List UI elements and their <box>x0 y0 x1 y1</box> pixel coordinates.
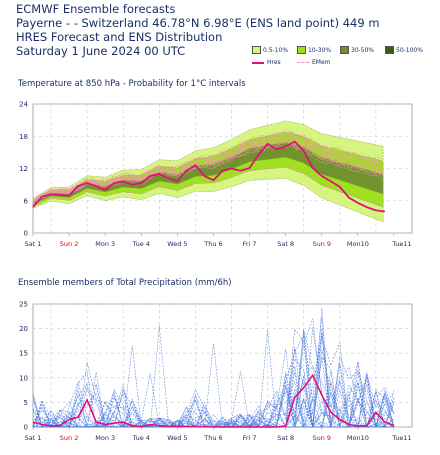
precip-member-line <box>33 334 395 428</box>
ensemble-member-line <box>32 131 384 203</box>
temp-xtick-label: Mon10 <box>347 240 369 246</box>
precip-member-line <box>32 345 395 429</box>
precip-chart-title: Ensemble members of Total Precipitation … <box>18 278 232 288</box>
header-location: Payerne - - Switzerland 46.78°N 6.98°E (… <box>16 16 380 30</box>
precip-xtick-label: Sun 9 <box>312 434 331 442</box>
legend-label-3: 30-50% <box>351 47 375 54</box>
temp-xtick-label: Sat 8 <box>277 240 294 246</box>
ensemble-member-line <box>32 140 384 205</box>
header-title: ECMWF Ensemble forecasts <box>16 2 176 16</box>
legend-swatch-4 <box>385 46 394 54</box>
temp-xtick-label: Wed 5 <box>167 240 187 246</box>
temp-ytick-label: 0 <box>24 230 28 238</box>
temp-xtick-label: Mon 3 <box>95 240 115 246</box>
legend-emem-line <box>297 62 309 63</box>
hres-precip-line <box>32 373 395 428</box>
legend-swatch-2 <box>297 46 306 54</box>
temp-xtick-label: Sun 9 <box>312 240 331 246</box>
legend-label-2: 10-30% <box>308 47 332 54</box>
precipitation-chart: 0 5 10 15 20 25 Sat 1 Sun 2 Mon 3 Tue 4 Wed 5 Thu 6… <box>19 301 413 442</box>
precip-xtick-label: Fri 7 <box>243 434 257 442</box>
legend-label-4: 50-100% <box>396 47 423 54</box>
header-date: Saturday 1 June 2024 00 UTC <box>16 44 186 58</box>
legend-hres-line <box>252 62 264 64</box>
precip-xtick-label: Thu 6 <box>203 434 222 442</box>
temp-ytick-label: 24 <box>19 101 28 109</box>
chart-header: ECMWF Ensemble forecasts Payerne - - Swi… <box>16 2 380 58</box>
legend-swatch-3 <box>340 46 349 54</box>
temp-ytick-label: 6 <box>24 197 29 205</box>
ensemble-member-line <box>32 141 384 204</box>
prob-band-30-50 <box>32 141 384 206</box>
precip-xtick-label: Sun 2 <box>60 434 79 442</box>
precip-ytick-label: 15 <box>19 350 28 358</box>
temp-ytick-label: 18 <box>19 133 28 141</box>
legend-emem-label: EMem <box>312 59 331 66</box>
precip-ytick-label: 25 <box>19 301 28 309</box>
precip-xtick-label: Tue11 <box>391 434 411 442</box>
ensemble-member-line <box>32 134 384 203</box>
precip-xtick-label: Mon 3 <box>95 434 115 442</box>
temp-xtick-label: Thu 6 <box>203 240 222 246</box>
legend: 0.5-10% 10-30% 30-50% 50-100% Hres EMem <box>252 44 438 74</box>
precip-ytick-label: 5 <box>24 399 28 407</box>
header-product: HRES Forecast and ENS Distribution <box>16 30 223 44</box>
precip-xtick-label: Mon10 <box>347 434 369 442</box>
precip-ytick-label: 0 <box>24 424 28 432</box>
temp-xtick-label: Tue11 <box>391 240 411 246</box>
precip-xtick-label: Sat 8 <box>277 434 294 442</box>
ensemble-member-line <box>32 141 384 202</box>
legend-hres-label: Hres <box>267 59 281 66</box>
temp-xtick-label: Fri 7 <box>243 240 257 246</box>
precip-member-line <box>32 373 395 428</box>
temperature-chart: 0 6 12 18 24 Sat 1 Sun 2 Mon 3 Tue 4 Wed 5 Thu 6 Fr… <box>19 101 413 246</box>
precip-xtick-label: Sat 1 <box>25 434 42 442</box>
precip-ytick-label: 10 <box>19 374 28 382</box>
precip-xtick-label: Wed 5 <box>167 434 187 442</box>
ensemble-member-line <box>32 135 384 204</box>
temp-ytick-label: 12 <box>19 165 28 173</box>
ensemble-member-line <box>32 135 384 203</box>
temp-chart-title: Temperature at 850 hPa - Probability for… <box>18 79 246 89</box>
legend-label-1: 0.5-10% <box>263 47 289 54</box>
temp-xtick-label: Sun 2 <box>60 240 79 246</box>
ensemble-member-line <box>32 129 384 203</box>
precip-member-line <box>32 384 395 428</box>
legend-swatch-1 <box>252 46 261 54</box>
precip-member-line <box>33 358 395 428</box>
precip-xtick-label: Tue 4 <box>132 434 150 442</box>
precip-member-line <box>32 356 395 429</box>
hres-temperature-line <box>32 140 386 213</box>
temp-xtick-label: Tue 4 <box>132 240 150 246</box>
precip-ytick-label: 20 <box>19 325 28 333</box>
temp-xtick-label: Sat 1 <box>25 240 42 246</box>
